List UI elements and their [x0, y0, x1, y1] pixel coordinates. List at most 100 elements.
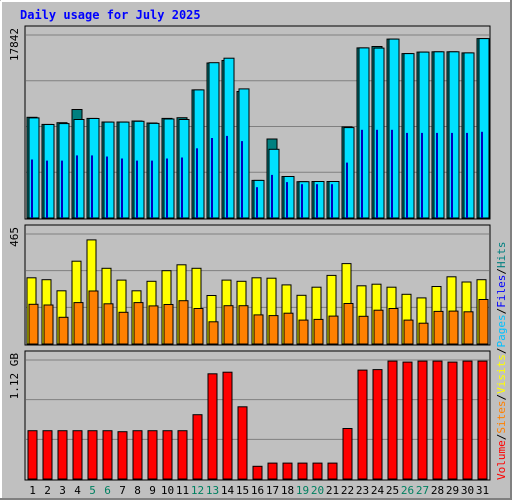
- bar-sites-day-11: [178, 300, 189, 345]
- bar-pages-day-12: [196, 148, 198, 218]
- bar-sites-day-6: [103, 303, 114, 345]
- bar-files-day-31: [478, 38, 490, 219]
- bar-files-day-21: [328, 181, 340, 219]
- legend-item-pages: Pages: [495, 314, 508, 347]
- x-tick-label: 31: [476, 484, 489, 497]
- bar-pages-day-27: [421, 132, 423, 218]
- bar-volume-day-11: [177, 430, 188, 480]
- bar-files-day-25: [388, 38, 400, 219]
- bar-files-day-15: [238, 88, 250, 219]
- bar-pages-day-11: [181, 157, 183, 218]
- bar-sites-day-31: [478, 299, 489, 345]
- x-tick-label: 5: [89, 484, 96, 497]
- x-tick-label: 7: [119, 484, 126, 497]
- x-tick-label: 1: [29, 484, 36, 497]
- bar-pages-day-26: [406, 132, 408, 218]
- bar-sites-day-8: [133, 302, 144, 345]
- bar-sites-day-21: [328, 315, 339, 345]
- bar-sites-day-20: [313, 318, 324, 345]
- bar-volume-day-21: [327, 462, 338, 480]
- bar-pages-day-7: [121, 158, 123, 218]
- x-tick-label: 2: [44, 484, 51, 497]
- panel-max-label-bottom: 1.12 GB: [8, 353, 21, 400]
- bar-pages-day-21: [331, 184, 333, 218]
- bar-pages-day-8: [136, 160, 138, 218]
- bar-sites-day-29: [448, 310, 459, 345]
- bar-pages-day-4: [76, 155, 78, 218]
- bar-sites-day-17: [268, 315, 279, 345]
- legend-item-files: Files: [495, 275, 508, 308]
- bar-files-day-18: [283, 176, 295, 219]
- x-tick-label: 22: [341, 484, 354, 497]
- x-tick-label: 26: [401, 484, 414, 497]
- x-tick-label: 9: [149, 484, 156, 497]
- bar-files-day-10: [163, 118, 175, 219]
- x-tick-label: 16: [251, 484, 264, 497]
- bar-files-day-6: [103, 121, 115, 219]
- bar-volume-day-30: [462, 360, 473, 480]
- x-axis-labels: 1 2 3 4 5 6 7 8 9 10 11 12 13 14 15 16 17 18 19 20 21 22 23 24 2…: [29, 484, 489, 497]
- bar-pages-day-3: [61, 160, 63, 218]
- bar-pages-day-31: [481, 131, 483, 218]
- bar-pages-day-13: [211, 138, 213, 218]
- bar-sites-day-13: [208, 321, 219, 345]
- bar-pages-day-25: [391, 129, 393, 218]
- x-tick-label: 18: [281, 484, 294, 497]
- bar-volume-day-28: [432, 360, 443, 480]
- x-tick-label: 11: [176, 484, 189, 497]
- bar-volume-day-16: [252, 465, 263, 480]
- bar-sites-day-30: [463, 311, 474, 345]
- bar-sites-day-24: [373, 309, 384, 345]
- legend-separator: /: [495, 434, 508, 441]
- x-tick-label: 13: [206, 484, 219, 497]
- bar-volume-day-14: [222, 371, 233, 480]
- bar-pages-day-15: [241, 141, 243, 218]
- bar-pages-day-14: [226, 135, 228, 218]
- bar-files-day-9: [148, 122, 160, 219]
- x-tick-label: 30: [461, 484, 474, 497]
- bar-volume-day-27: [417, 360, 428, 480]
- bar-pages-day-30: [466, 132, 468, 218]
- bar-volume-day-18: [282, 462, 293, 480]
- legend-item-visits: Visits: [495, 354, 508, 394]
- x-tick-label: 24: [371, 484, 385, 497]
- bar-files-day-5: [88, 118, 100, 219]
- bar-sites-day-15: [238, 305, 249, 345]
- x-tick-label: 4: [74, 484, 81, 497]
- bar-files-day-14: [223, 57, 235, 219]
- panel-max-label-top: 17842: [8, 28, 21, 61]
- legend-text: Volume/Sites/Visits/Pages/Files/Hits: [495, 242, 508, 481]
- bar-files-day-26: [403, 53, 415, 219]
- x-tick-label: 23: [356, 484, 369, 497]
- bar-volume-day-8: [132, 430, 143, 480]
- bar-files-day-12: [193, 89, 205, 219]
- bar-volume-day-24: [372, 369, 383, 480]
- bar-files-day-3: [58, 123, 70, 219]
- bar-files-day-19: [298, 181, 310, 219]
- bar-volume-day-5: [87, 430, 98, 480]
- panel-bottom: 1.12 GB: [8, 350, 491, 481]
- bar-files-day-24: [373, 47, 385, 219]
- bar-pages-day-17: [271, 174, 273, 218]
- x-tick-label: 19: [296, 484, 309, 497]
- bar-volume-day-9: [147, 430, 158, 480]
- bar-files-day-16: [253, 179, 265, 219]
- bar-pages-day-10: [166, 158, 168, 218]
- bar-sites-day-18: [283, 312, 294, 345]
- legend-separator: /: [495, 394, 508, 401]
- x-tick-label: 10: [161, 484, 174, 497]
- bar-volume-day-23: [357, 369, 368, 480]
- bar-volume-day-1: [27, 430, 38, 480]
- bar-volume-day-2: [42, 430, 53, 480]
- bar-pages-day-22: [346, 162, 348, 218]
- bar-sites-day-28: [433, 310, 444, 345]
- bar-volume-day-29: [447, 361, 458, 480]
- x-tick-label: 14: [221, 484, 235, 497]
- chart-panels: 17842 465 1.12 GB: [8, 25, 491, 481]
- bar-volume-day-4: [72, 430, 83, 480]
- bar-sites-day-22: [343, 303, 354, 345]
- bar-files-day-27: [418, 51, 430, 219]
- x-tick-label: 12: [191, 484, 204, 497]
- bar-pages-day-9: [151, 160, 153, 218]
